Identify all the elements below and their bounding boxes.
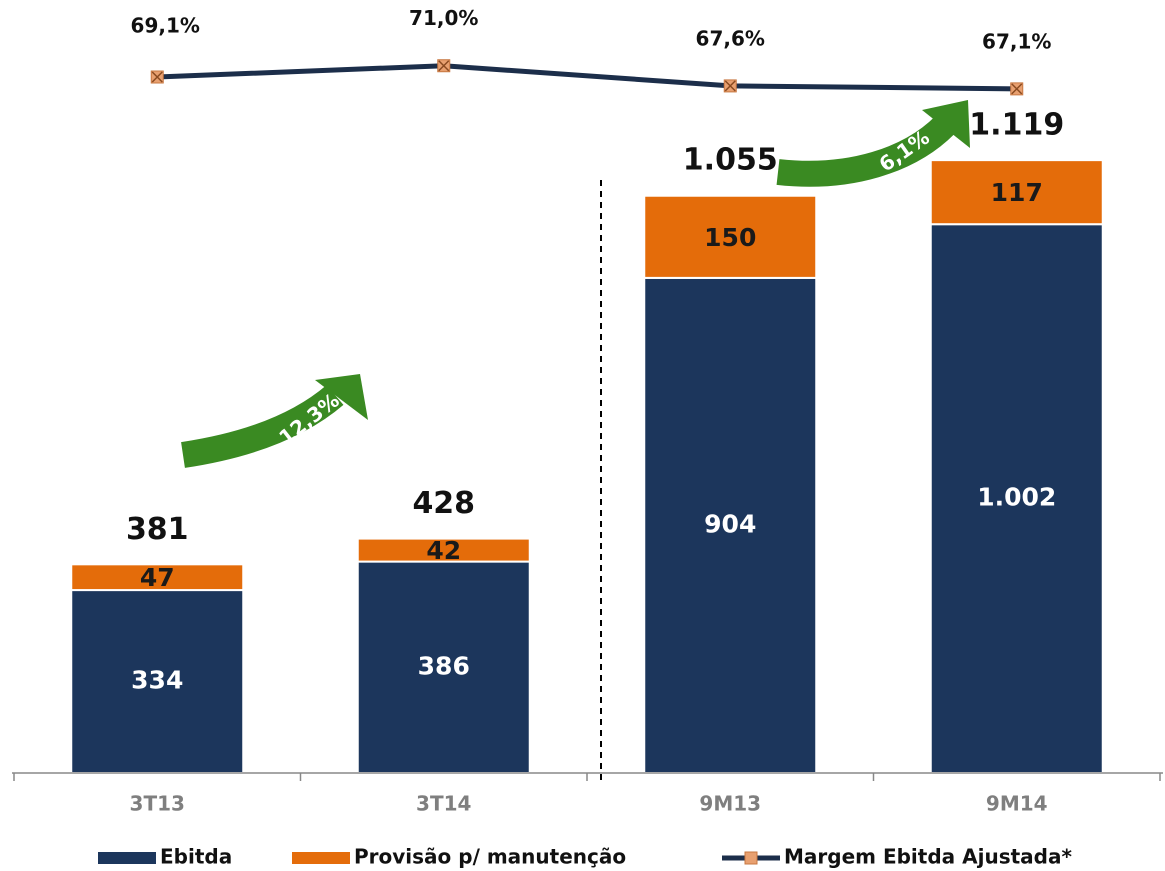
data-label: 42 <box>426 536 461 565</box>
bar-segment <box>643 194 818 279</box>
x-tick-label: 9M13 <box>699 792 761 816</box>
legend-label: Margem Ebitda Ajustada* <box>784 845 1072 869</box>
marker-cross <box>1011 83 1023 95</box>
data-label: 117 <box>991 178 1043 207</box>
legend-swatch <box>292 852 350 864</box>
bar-segment <box>929 223 1104 775</box>
line-label: 67,1% <box>982 29 1051 53</box>
line-marker <box>150 70 164 84</box>
legend-swatch <box>98 852 156 864</box>
bar-segment <box>70 563 245 592</box>
line-label: 67,6% <box>696 26 765 50</box>
bar-segment <box>643 276 818 774</box>
arrow-body <box>181 384 344 468</box>
legend-label: Provisão p/ manutenção <box>354 845 626 869</box>
data-label: 334 <box>131 666 183 695</box>
bar-segment <box>356 537 531 563</box>
data-label: 47 <box>140 563 175 592</box>
x-tick-label: 9M14 <box>986 792 1048 816</box>
legend-marker <box>744 851 758 865</box>
marker-cross <box>724 80 736 92</box>
arrow-body <box>776 115 955 187</box>
line-label: 69,1% <box>131 14 200 38</box>
marker-cross <box>438 60 450 72</box>
legend-label: Ebitda <box>160 845 232 869</box>
data-label: 904 <box>704 509 756 538</box>
line-marker <box>437 59 451 73</box>
growth-label: 6,1% <box>875 125 934 176</box>
marker-cross <box>151 71 163 83</box>
data-label: 386 <box>418 651 470 680</box>
x-tick-label: 3T14 <box>416 792 471 816</box>
x-tick-label: 3T13 <box>130 792 185 816</box>
bar-segment <box>929 159 1104 226</box>
line-marker <box>1010 82 1024 96</box>
total-label: 1.119 <box>969 108 1064 143</box>
total-label: 428 <box>412 486 475 521</box>
total-label: 1.055 <box>683 143 778 178</box>
line-label: 71,0% <box>409 6 478 30</box>
data-label: 150 <box>704 223 756 252</box>
arrow-head <box>922 100 970 148</box>
margin-line <box>157 63 1017 92</box>
line-marker <box>723 79 737 93</box>
bar-segment <box>70 589 245 774</box>
data-label: 1.002 <box>977 483 1056 512</box>
growth-arrow: 12,3% <box>181 374 368 468</box>
arrow-head <box>315 374 368 420</box>
total-label: 381 <box>126 512 189 547</box>
